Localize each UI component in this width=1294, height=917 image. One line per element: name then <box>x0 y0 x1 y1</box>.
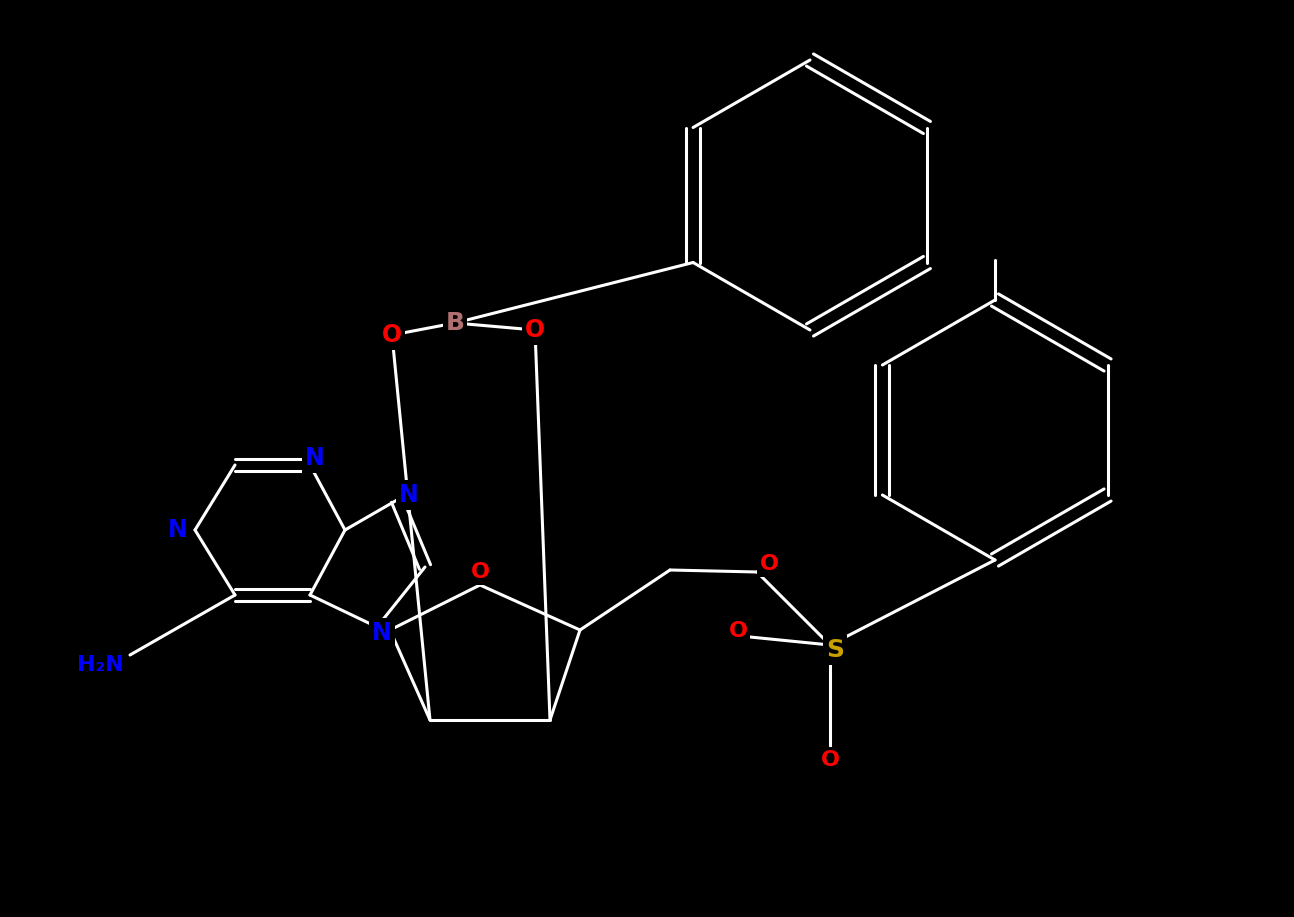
Text: O: O <box>820 750 840 770</box>
Text: O: O <box>471 562 489 582</box>
Text: N: N <box>168 518 188 542</box>
Text: O: O <box>382 323 402 347</box>
Text: O: O <box>760 554 779 574</box>
Text: N: N <box>305 446 325 470</box>
Text: O: O <box>525 318 545 342</box>
Text: B: B <box>445 311 465 335</box>
Text: S: S <box>826 638 844 662</box>
Text: O: O <box>729 621 748 641</box>
Text: N: N <box>399 483 419 507</box>
Text: N: N <box>373 621 392 645</box>
Text: H₂N: H₂N <box>76 655 123 675</box>
